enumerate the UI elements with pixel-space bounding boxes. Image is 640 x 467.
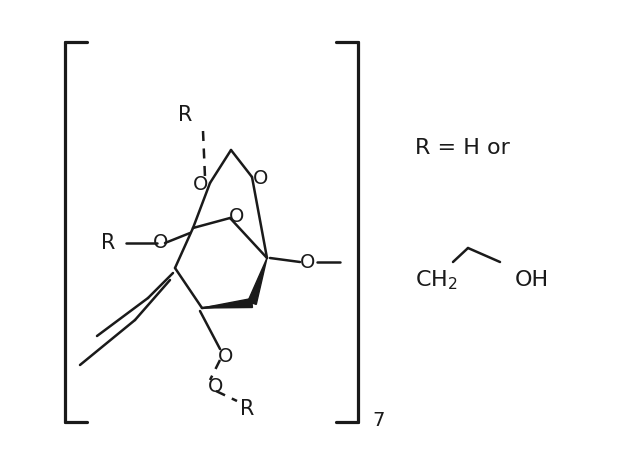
Polygon shape: [202, 298, 252, 308]
Text: R: R: [240, 399, 254, 419]
Text: O: O: [218, 347, 234, 367]
Text: O: O: [253, 169, 269, 187]
Text: O: O: [300, 254, 316, 273]
Text: R: R: [178, 105, 192, 125]
Text: 7: 7: [372, 410, 385, 430]
Text: R = H or: R = H or: [415, 138, 510, 158]
Text: OH: OH: [515, 270, 549, 290]
Text: O: O: [229, 207, 244, 226]
Text: O: O: [193, 175, 209, 193]
Polygon shape: [248, 258, 267, 304]
Text: CH$_2$: CH$_2$: [415, 268, 458, 292]
Text: O: O: [154, 234, 169, 253]
Text: R: R: [101, 233, 115, 253]
Text: O: O: [208, 377, 224, 396]
